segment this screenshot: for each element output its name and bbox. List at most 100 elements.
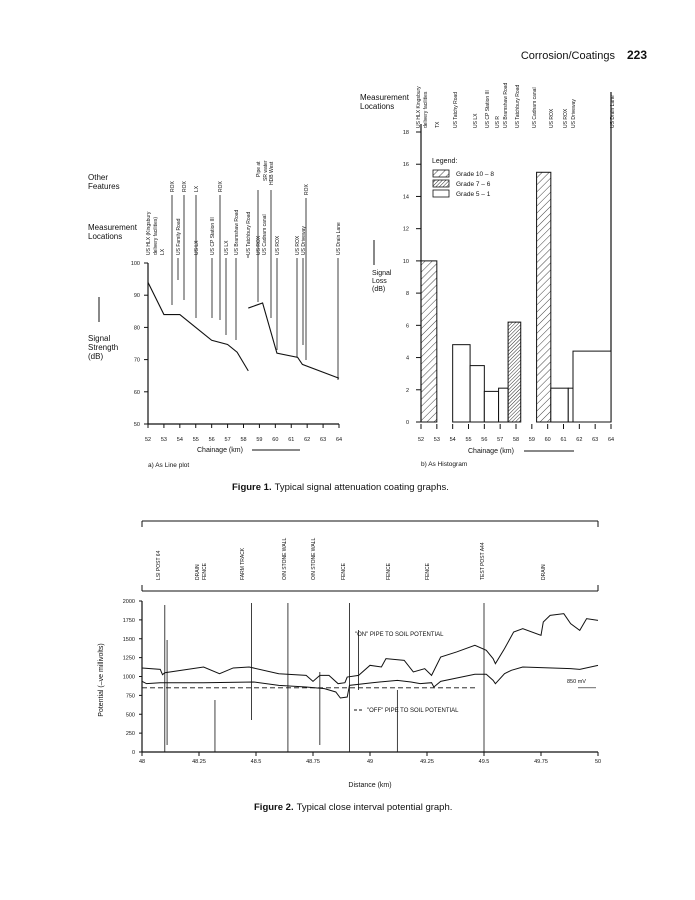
measurement-location-label: US Drain Lane bbox=[336, 222, 342, 255]
measurement-locations-label: Measurement bbox=[88, 223, 138, 232]
x-tick-label: 58 bbox=[513, 437, 519, 443]
measurement-location-label: LX bbox=[160, 248, 166, 255]
x-tick-label: 48 bbox=[139, 759, 145, 765]
reference-850mv-label: 850 mV bbox=[567, 679, 586, 685]
y-tick-label: 4 bbox=[406, 356, 409, 362]
legend-swatch bbox=[432, 169, 450, 178]
figure-1-caption: Figure 1. Typical signal attenuation coat… bbox=[232, 482, 449, 493]
y-axis-label: (dB) bbox=[372, 286, 385, 293]
x-tick-label: 55 bbox=[193, 437, 199, 443]
x-tick-label: 54 bbox=[177, 437, 183, 443]
measurement-location-label: US ROX bbox=[549, 108, 555, 128]
legend-swatch bbox=[432, 179, 450, 188]
caption-text: Typical close interval potential graph. bbox=[296, 802, 453, 813]
x-tick-label: 60 bbox=[545, 437, 551, 443]
y-tick-label: 50 bbox=[134, 422, 140, 428]
x-tick-label: 58 bbox=[240, 437, 246, 443]
feature-label: FENCE bbox=[425, 562, 431, 580]
page-number: 223 bbox=[626, 48, 647, 62]
off-potential-annotation: "OFF" PIPE TO SOIL POTENTIAL bbox=[367, 708, 459, 714]
y-tick-label: 80 bbox=[134, 325, 140, 331]
other-feature-label: ROX bbox=[304, 184, 310, 196]
x-tick-label: 48.25 bbox=[192, 759, 206, 765]
legend-swatch bbox=[432, 189, 450, 198]
x-tick-label: 56 bbox=[481, 437, 487, 443]
caption-label: Figure 1. bbox=[232, 482, 272, 493]
on-potential-line bbox=[141, 613, 599, 685]
histogram-bar bbox=[567, 387, 574, 423]
other-feature-label: Pipe at bbox=[256, 161, 262, 177]
measurement-locations-label: Locations bbox=[360, 102, 394, 111]
x-tick-label: 53 bbox=[161, 437, 167, 443]
x-tick-label: 62 bbox=[576, 437, 582, 443]
signal-strength-line bbox=[248, 302, 340, 379]
histogram-bar bbox=[572, 350, 612, 423]
y-tick-label: 0 bbox=[132, 750, 135, 756]
off-potential-line bbox=[141, 664, 599, 699]
measurement-location-label: US HLX Kingsbury bbox=[416, 86, 422, 128]
legend-entry: Grade 7 – 6 bbox=[456, 181, 491, 188]
x-tick-label: 63 bbox=[592, 437, 598, 443]
feature-label: FENCE bbox=[202, 562, 208, 580]
measurement-location-label: TX bbox=[435, 121, 441, 128]
histogram-bar bbox=[452, 344, 471, 423]
y-tick-label: 1000 bbox=[123, 675, 135, 681]
y-axis-label: Potential (–ve millivolts) bbox=[98, 643, 105, 717]
y-tick-label: 14 bbox=[403, 194, 409, 200]
histogram-bar bbox=[550, 387, 569, 423]
feature-label: O/N STONE WALL bbox=[282, 538, 288, 580]
feature-label: DRAIN bbox=[541, 564, 547, 580]
y-tick-label: 750 bbox=[126, 693, 135, 699]
measurement-location-label: US LX bbox=[473, 113, 479, 128]
legend-entry: Grade 5 – 1 bbox=[456, 191, 491, 198]
x-tick-label: 52 bbox=[145, 437, 151, 443]
feature-label: DRAIN bbox=[195, 564, 201, 580]
x-tick-label: 48.5 bbox=[251, 759, 262, 765]
x-tick-label: 49.25 bbox=[420, 759, 434, 765]
chart-subtitle: a) As Line plot bbox=[148, 462, 189, 469]
running-header: Corrosion/Coatings 223 bbox=[521, 48, 647, 62]
x-tick-label: 64 bbox=[336, 437, 342, 443]
y-axis-label: Loss bbox=[372, 278, 387, 285]
y-tick-label: 1250 bbox=[123, 656, 135, 662]
measurement-location-label: US Bramshaw Road bbox=[234, 209, 240, 255]
legend-entry: Grade 10 – 8 bbox=[456, 171, 494, 178]
measurement-location-label: US Drain Lane bbox=[610, 95, 616, 128]
y-tick-label: 70 bbox=[134, 358, 140, 364]
x-tick-label: 61 bbox=[288, 437, 294, 443]
y-tick-label: 10 bbox=[403, 259, 409, 265]
measurement-location-label: US CP Station III bbox=[485, 90, 491, 128]
histogram-bar bbox=[536, 171, 552, 423]
x-tick-label: 49.5 bbox=[479, 759, 490, 765]
signal-strength-line bbox=[147, 282, 249, 372]
x-tick-label: 57 bbox=[225, 437, 231, 443]
feature-label: TEST POST A44 bbox=[480, 542, 486, 580]
x-tick-label: 56 bbox=[209, 437, 215, 443]
x-tick-label: 59 bbox=[256, 437, 262, 443]
x-axis-label: Chainage (km) bbox=[197, 447, 243, 454]
feature-label: LSI POST 64 bbox=[156, 550, 162, 580]
y-axis-label: (dB) bbox=[88, 352, 103, 361]
measurement-location-label: delivery facilities) bbox=[153, 217, 159, 255]
measurement-location-label: US ROX bbox=[563, 108, 569, 128]
y-tick-label: 60 bbox=[134, 390, 140, 396]
y-tick-label: 90 bbox=[134, 293, 140, 299]
x-tick-label: 63 bbox=[320, 437, 326, 443]
y-tick-label: 0 bbox=[406, 420, 409, 426]
x-tick-label: 53 bbox=[434, 437, 440, 443]
feature-label: FENCE bbox=[341, 562, 347, 580]
measurement-location-label: US LX bbox=[194, 240, 200, 255]
measurement-location-label: US Tatchbury Road bbox=[246, 212, 252, 255]
histogram-bar bbox=[420, 260, 438, 423]
y-axis-label: Signal bbox=[88, 334, 110, 343]
x-tick-label: 49.75 bbox=[534, 759, 548, 765]
legend-title: Legend: bbox=[432, 158, 457, 165]
y-axis-label: Signal bbox=[372, 270, 392, 277]
x-tick-label: 64 bbox=[608, 437, 614, 443]
y-tick-label: 1500 bbox=[123, 637, 135, 643]
other-features-label: Features bbox=[88, 182, 120, 191]
measurement-location-label: US Family Road bbox=[176, 218, 182, 255]
other-features-label: Other bbox=[88, 173, 108, 182]
x-tick-label: 49 bbox=[367, 759, 373, 765]
